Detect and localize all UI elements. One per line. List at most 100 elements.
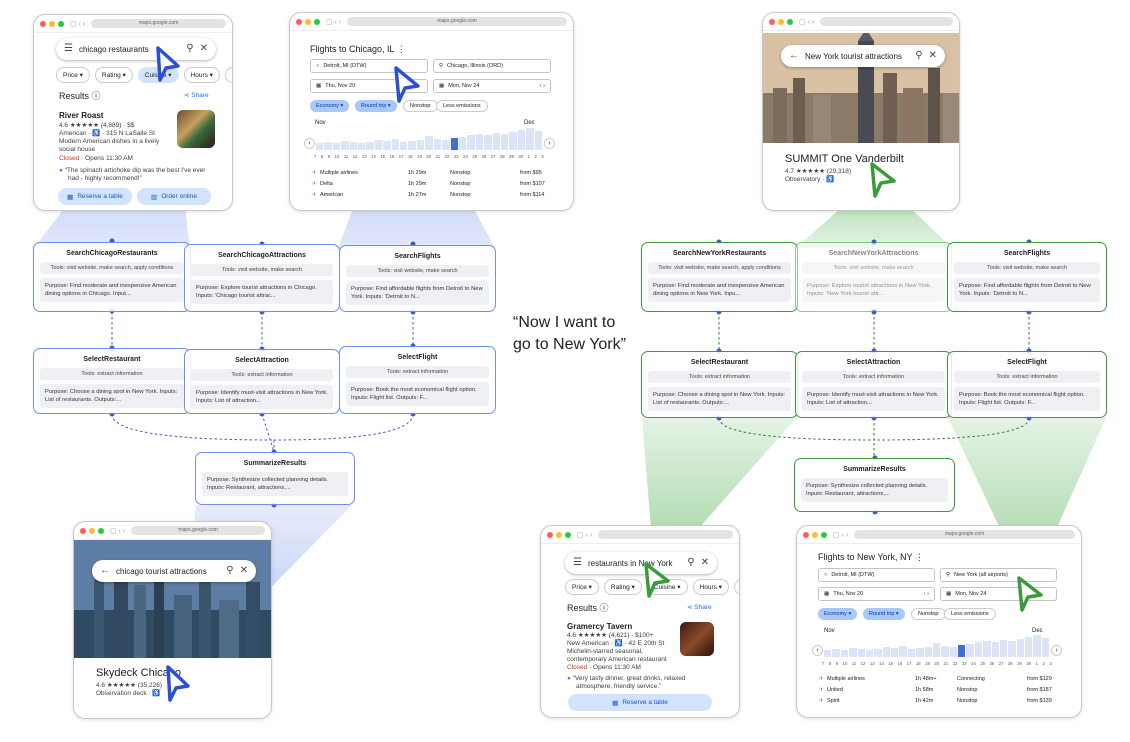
price-bar[interactable] (857, 649, 865, 657)
date-cell[interactable]: 8 (320, 154, 324, 159)
date-cell[interactable]: 29 (1017, 661, 1022, 666)
price-bar[interactable] (316, 143, 324, 150)
date-cell[interactable]: 9 (835, 661, 839, 666)
back-arrow-icon[interactable]: ← (100, 565, 110, 576)
chip-round-trip[interactable]: Round trip ▾ (355, 100, 397, 112)
date-cell[interactable]: 20 (934, 661, 940, 666)
price-bar[interactable] (832, 649, 840, 657)
search-bar[interactable]: ☰ chicago restaurants ⚲ ✕ (56, 38, 216, 60)
search-input[interactable]: restaurants in New York (587, 558, 673, 568)
url-bar[interactable] (598, 530, 733, 539)
price-bar[interactable] (924, 647, 932, 657)
chip-nonstop[interactable]: Nonstop (403, 100, 438, 112)
price-bar[interactable] (849, 648, 857, 657)
price-bar[interactable] (941, 646, 949, 657)
chip-economy[interactable]: Economy ▾ (310, 100, 350, 112)
price-bar[interactable] (1041, 638, 1050, 657)
price-bar[interactable] (416, 140, 425, 150)
date-cell[interactable]: 10 (842, 661, 848, 666)
date-cell[interactable]: 19 (925, 661, 930, 666)
calendar-next-button[interactable]: › (1051, 645, 1062, 656)
price-bar[interactable] (484, 135, 492, 150)
price-bar[interactable] (475, 134, 484, 150)
back-arrow-icon[interactable]: ← (789, 50, 799, 61)
calendar-next-button[interactable]: › (544, 138, 555, 149)
node-summarize-left[interactable]: SummarizeResults Purpose: Synthesize col… (195, 452, 355, 505)
date-cell[interactable]: 16 (389, 154, 395, 159)
search-bar[interactable]: ← New York tourist attractions ⚲ ✕ (781, 45, 945, 67)
price-bar[interactable] (358, 143, 366, 150)
origin-field[interactable]: ○ Detroit, MI (DTW) (310, 59, 428, 73)
chip-hours[interactable]: Hours ▾ (183, 67, 220, 83)
date-cell[interactable]: 30 (518, 154, 524, 159)
close-icon[interactable]: ✕ (700, 557, 709, 568)
date-cell[interactable]: 12 (860, 661, 866, 666)
date-cell[interactable]: 10 (334, 154, 340, 159)
share-button[interactable]: ⋖ Share (687, 604, 712, 611)
date-cell[interactable]: 7 (314, 154, 317, 159)
url-bar[interactable] (820, 17, 953, 26)
date-cell[interactable]: 22 (444, 154, 450, 159)
search-icon[interactable]: ⚲ (915, 50, 923, 61)
destination-field[interactable]: ⚲ Chicago, Illinois (ORD) (433, 59, 551, 73)
price-bar[interactable] (408, 141, 416, 150)
date-cell[interactable]: 11 (343, 154, 349, 159)
date-cell[interactable]: 3 (1049, 661, 1052, 666)
menu-icon[interactable]: ☰ (64, 43, 73, 54)
date-cell[interactable]: 15 (380, 154, 385, 159)
search-icon[interactable]: ⚲ (186, 43, 194, 54)
chip-hours[interactable]: Hours ▾ (692, 579, 729, 595)
date-cell[interactable]: 14 (879, 661, 884, 666)
return-date-field[interactable]: ▦ Mon, Nov 24 (940, 587, 1057, 601)
chevron-right-icon[interactable]: › (733, 579, 739, 595)
date-cell[interactable]: 19 (417, 154, 422, 159)
place-name[interactable]: SUMMIT One Vanderbilt (785, 153, 904, 165)
node-select-flight-left[interactable]: SelectFlight Tools: extract information … (339, 346, 496, 414)
date-cell[interactable]: 7 (822, 661, 825, 666)
menu-icon[interactable]: ☰ (573, 557, 582, 568)
price-bar[interactable] (840, 650, 849, 657)
price-bar[interactable] (1033, 635, 1041, 657)
price-bar[interactable] (891, 648, 899, 657)
price-bar[interactable] (999, 640, 1008, 657)
price-bar[interactable] (450, 138, 458, 150)
date-cell[interactable]: 21 (435, 154, 441, 159)
price-bar[interactable] (332, 143, 341, 150)
price-bar[interactable] (958, 645, 966, 657)
price-bar[interactable] (341, 141, 349, 150)
price-bar[interactable] (517, 130, 526, 150)
url-bar[interactable]: maps.google.com (854, 530, 1075, 539)
price-bar[interactable] (907, 649, 916, 657)
url-bar[interactable]: maps.google.com (91, 19, 226, 28)
close-icon[interactable]: ✕ (199, 43, 208, 54)
price-bar[interactable] (991, 642, 999, 657)
price-bar[interactable] (882, 647, 890, 657)
depart-date-field[interactable]: ▦ Thu, Nov 20 ‹ › (818, 587, 935, 601)
price-bar[interactable] (534, 131, 542, 150)
order-online-button[interactable]: ▥ Order online (137, 188, 211, 205)
reserve-table-button[interactable]: ▦ Reserve a table (58, 188, 132, 205)
date-cell[interactable]: 16 (897, 661, 903, 666)
date-cell[interactable]: 8 (828, 661, 832, 666)
restaurant-name[interactable]: Gramercy Tavern (567, 622, 633, 631)
destination-field[interactable]: ⚲ New York (all airports) (940, 568, 1057, 582)
price-bar[interactable] (509, 132, 517, 150)
date-cell[interactable]: 24 (971, 661, 976, 666)
price-bar[interactable] (932, 643, 941, 657)
price-bar[interactable] (425, 136, 433, 150)
price-bar[interactable] (366, 142, 374, 150)
price-bar[interactable] (1025, 637, 1033, 657)
restaurant-photo[interactable] (680, 622, 714, 656)
chip-price[interactable]: Price ▾ (565, 579, 599, 595)
url-bar[interactable]: maps.google.com (347, 17, 567, 26)
price-bar[interactable] (391, 139, 400, 150)
node-select-restaurant-left[interactable]: SelectRestaurant Tools: extract informat… (33, 348, 191, 414)
date-cell[interactable]: 13 (361, 154, 367, 159)
date-cell[interactable]: 17 (906, 661, 912, 666)
date-cell[interactable]: 26 (989, 661, 995, 666)
price-bar[interactable] (1008, 641, 1016, 657)
reserve-table-button[interactable]: ▦ Reserve a table (568, 694, 712, 711)
date-cell[interactable]: 22 (952, 661, 958, 666)
price-bar[interactable] (899, 646, 907, 657)
price-bar[interactable] (824, 650, 832, 657)
